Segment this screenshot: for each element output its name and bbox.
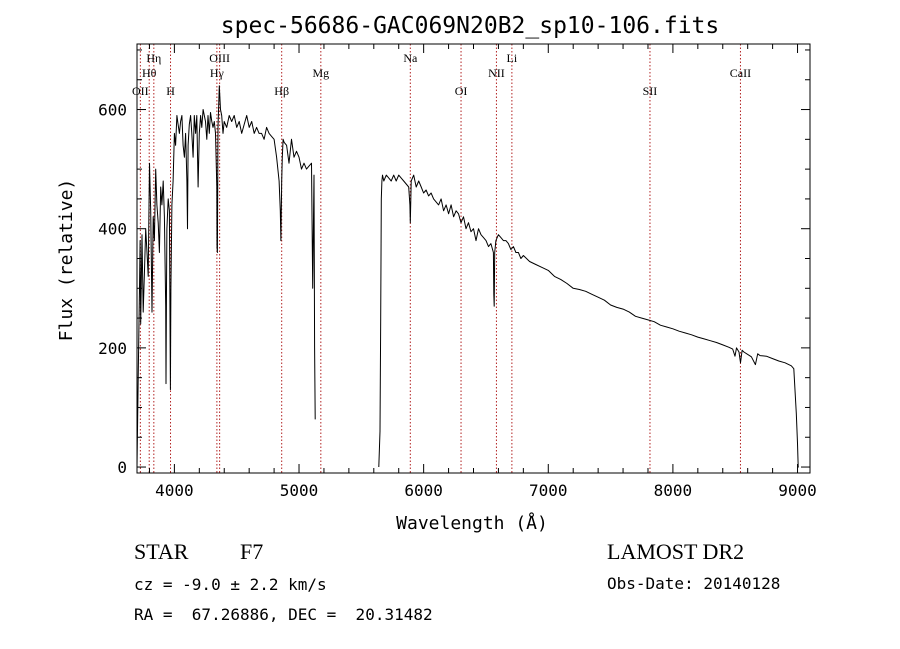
object-subclass: F7 (240, 539, 263, 564)
spectral-line-label: OI (455, 84, 468, 98)
y-tick-label: 600 (98, 101, 127, 120)
spectrum-line (136, 85, 316, 468)
obs-date: Obs-Date: 20140128 (607, 574, 780, 593)
spectral-line-label: H (166, 84, 175, 98)
redshift-cz: cz = -9.0 ± 2.2 km/s (134, 575, 327, 594)
x-axis-label: Wavelength (Å) (396, 512, 548, 534)
spectral-line-label: Hθ (142, 66, 157, 80)
x-tick-label: 4000 (155, 481, 194, 500)
spectral-line-label: CaII (730, 66, 751, 80)
object-class: STAR (134, 539, 189, 564)
spectral-line-label: NII (488, 66, 505, 80)
x-tick-label: 5000 (280, 481, 319, 500)
y-axis-label: Flux (relative) (56, 179, 77, 342)
chart-title: spec-56686-GAC069N20B2_sp10-106.fits (221, 13, 720, 39)
spectral-line-label: Li (507, 51, 518, 65)
x-tick-label: 6000 (404, 481, 443, 500)
y-tick-label: 0 (117, 458, 127, 477)
spectral-line-label: OIII (209, 51, 230, 65)
spectral-line-label: Hγ (210, 66, 225, 80)
plot-frame (136, 43, 811, 474)
spectral-line-label: Hη (146, 51, 161, 65)
spectral-line-label: Hβ (274, 84, 289, 98)
ra-dec: RA = 67.26886, DEC = 20.31482 (134, 605, 433, 624)
spectrum-series (136, 85, 799, 468)
spectral-line-label: Mg (312, 66, 329, 80)
spectrum-line (378, 174, 799, 468)
x-tick-label: 9000 (778, 481, 817, 500)
x-tick-label: 8000 (654, 481, 693, 500)
axis-ticks: 4000 5000 6000 7000 8000 9000 0 200 400 600 (98, 44, 817, 500)
y-tick-label: 200 (98, 339, 127, 358)
spectral-line-label: Na (403, 51, 418, 65)
survey-name: LAMOST DR2 (607, 539, 744, 564)
y-tick-label: 400 (98, 220, 127, 239)
spectral-line-label: OII (132, 84, 149, 98)
spectral-line-label: SII (643, 84, 658, 98)
x-tick-label: 7000 (529, 481, 568, 500)
